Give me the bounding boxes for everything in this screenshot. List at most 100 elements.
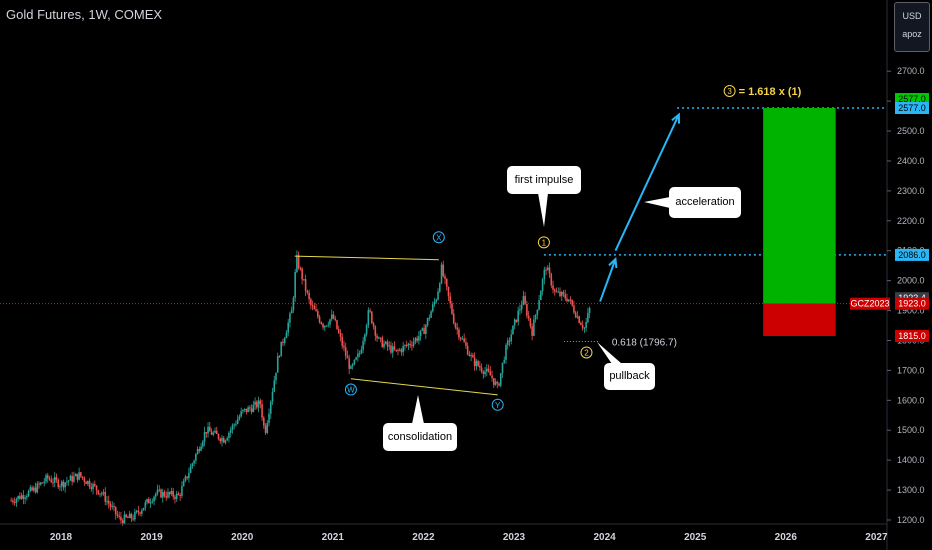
y-tick-label: 1500.0 (897, 425, 925, 435)
candle-body (325, 325, 328, 327)
candle-body (397, 350, 399, 352)
candle-body (222, 437, 225, 443)
candle-body (85, 481, 87, 484)
candle-body (367, 310, 370, 326)
candle-body (195, 454, 197, 461)
candle-body (282, 341, 284, 343)
candle-body (271, 391, 274, 402)
candle-body (39, 482, 42, 485)
candle-body (50, 479, 53, 483)
candle-body (384, 341, 387, 344)
candle-body (461, 338, 464, 340)
candle-body (470, 355, 472, 357)
candle-body (498, 383, 500, 386)
candle-body (134, 511, 136, 520)
candle-body (41, 482, 44, 484)
wave-marker (432, 231, 445, 244)
candle-body (20, 495, 23, 499)
candle-body (527, 315, 530, 319)
candle-body (243, 408, 246, 410)
candle-body (477, 361, 479, 366)
candle-body (496, 381, 499, 384)
candle-body (135, 510, 138, 512)
candle-body (475, 361, 478, 367)
candle-body (80, 472, 82, 477)
y-tick-label: 1700.0 (897, 365, 925, 375)
candle-body (442, 264, 445, 277)
candle-body (451, 303, 453, 314)
y-tick-label: 2300.0 (897, 186, 925, 196)
candle-body (259, 400, 262, 405)
candle-body (369, 310, 371, 312)
candle-body (94, 484, 96, 486)
candle-body (100, 493, 103, 495)
candle-body (346, 355, 349, 359)
candle-body (137, 510, 140, 513)
candle-body (217, 433, 220, 439)
candle-body (524, 296, 526, 305)
candle-body (409, 343, 411, 346)
candle-body (515, 319, 518, 322)
candle-body (26, 496, 28, 498)
candle-body (520, 304, 523, 310)
candle-body (489, 371, 492, 376)
candle-body (125, 514, 127, 518)
candle-body (158, 489, 161, 491)
candle-body (304, 279, 307, 291)
candle-body (97, 490, 100, 495)
candle-body (529, 318, 532, 327)
fib-618-label: 0.618 (1796.7) (612, 337, 677, 348)
candle-body (207, 426, 209, 434)
candle-body (555, 291, 558, 293)
candle-body (205, 432, 208, 434)
candle-body (46, 475, 49, 479)
candle-body (92, 484, 94, 490)
x-tick-label: 2024 (593, 532, 616, 543)
candle-body (290, 310, 293, 314)
wave-label-2: 2 (584, 348, 589, 357)
candle-body (435, 299, 438, 302)
candle-body (426, 318, 429, 326)
candle-body (395, 349, 398, 351)
impulse-arrow-2 (614, 114, 680, 252)
currency-selector[interactable]: USD apoz (894, 2, 930, 52)
callout-acceleration-pointer (644, 197, 670, 208)
callout-first-impulse-pointer (538, 193, 548, 227)
candle-body (580, 322, 582, 326)
candle-body (296, 255, 298, 272)
scale-mode-label: apoz (902, 29, 922, 39)
candle-body (45, 475, 47, 482)
x-tick-label: 2025 (684, 532, 707, 543)
candle-body (104, 492, 107, 502)
candle-body (372, 323, 375, 327)
candle-body (400, 349, 403, 353)
candle-body (200, 446, 202, 451)
candle-body (297, 255, 300, 269)
candle-body (407, 343, 410, 346)
candle-body (492, 378, 495, 385)
candle-body (87, 480, 89, 484)
candle-body (69, 475, 72, 481)
tag-entry-bg (895, 297, 929, 310)
candle-body (128, 513, 131, 518)
candle-body (90, 486, 93, 490)
candle-body (553, 289, 556, 292)
candle-body (454, 323, 457, 328)
candle-body (43, 481, 46, 483)
candle-body (67, 480, 70, 482)
candle-body (27, 490, 30, 497)
candle-body (445, 278, 448, 287)
candle-body (557, 291, 560, 293)
candle-body (330, 314, 333, 320)
candle-body (88, 480, 91, 487)
candle-body (73, 476, 75, 482)
candle-body (184, 476, 187, 481)
candle-body (226, 438, 229, 441)
candle-body (306, 290, 309, 293)
candle-body (508, 340, 511, 342)
candle-body (487, 368, 490, 372)
candle-body (308, 292, 310, 300)
candle-body (452, 313, 455, 324)
